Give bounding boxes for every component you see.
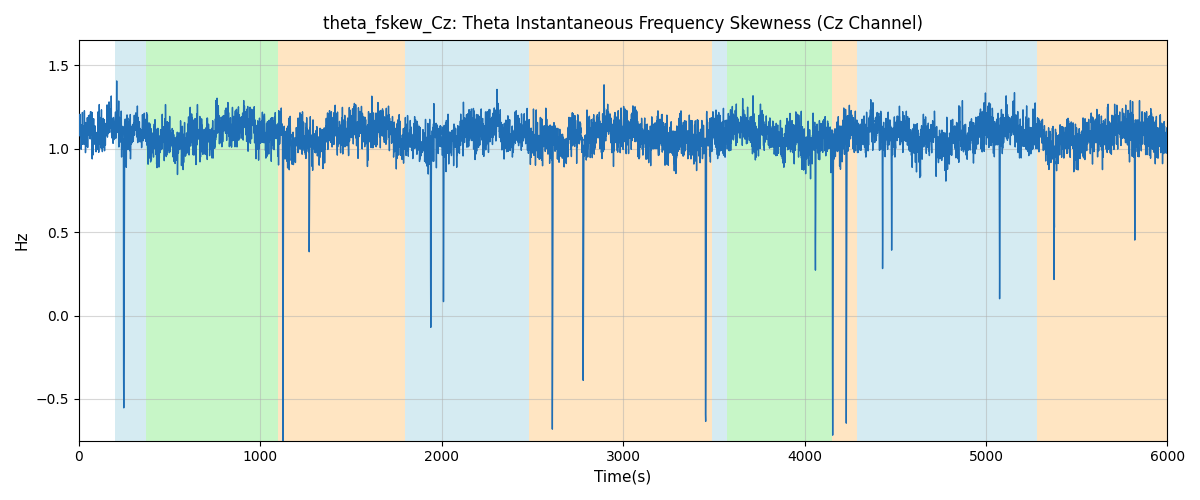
Title: theta_fskew_Cz: Theta Instantaneous Frequency Skewness (Cz Channel): theta_fskew_Cz: Theta Instantaneous Freq… [323, 15, 923, 34]
Bar [1037, 40, 1168, 440]
Bar [726, 40, 832, 440]
X-axis label: Time(s): Time(s) [594, 470, 652, 485]
Bar [406, 40, 529, 440]
Bar [529, 40, 712, 440]
Bar [712, 40, 726, 440]
Y-axis label: Hz: Hz [14, 230, 30, 250]
Bar [146, 40, 278, 440]
Bar [278, 40, 406, 440]
Bar [115, 40, 146, 440]
Bar [857, 40, 1037, 440]
Bar [832, 40, 857, 440]
